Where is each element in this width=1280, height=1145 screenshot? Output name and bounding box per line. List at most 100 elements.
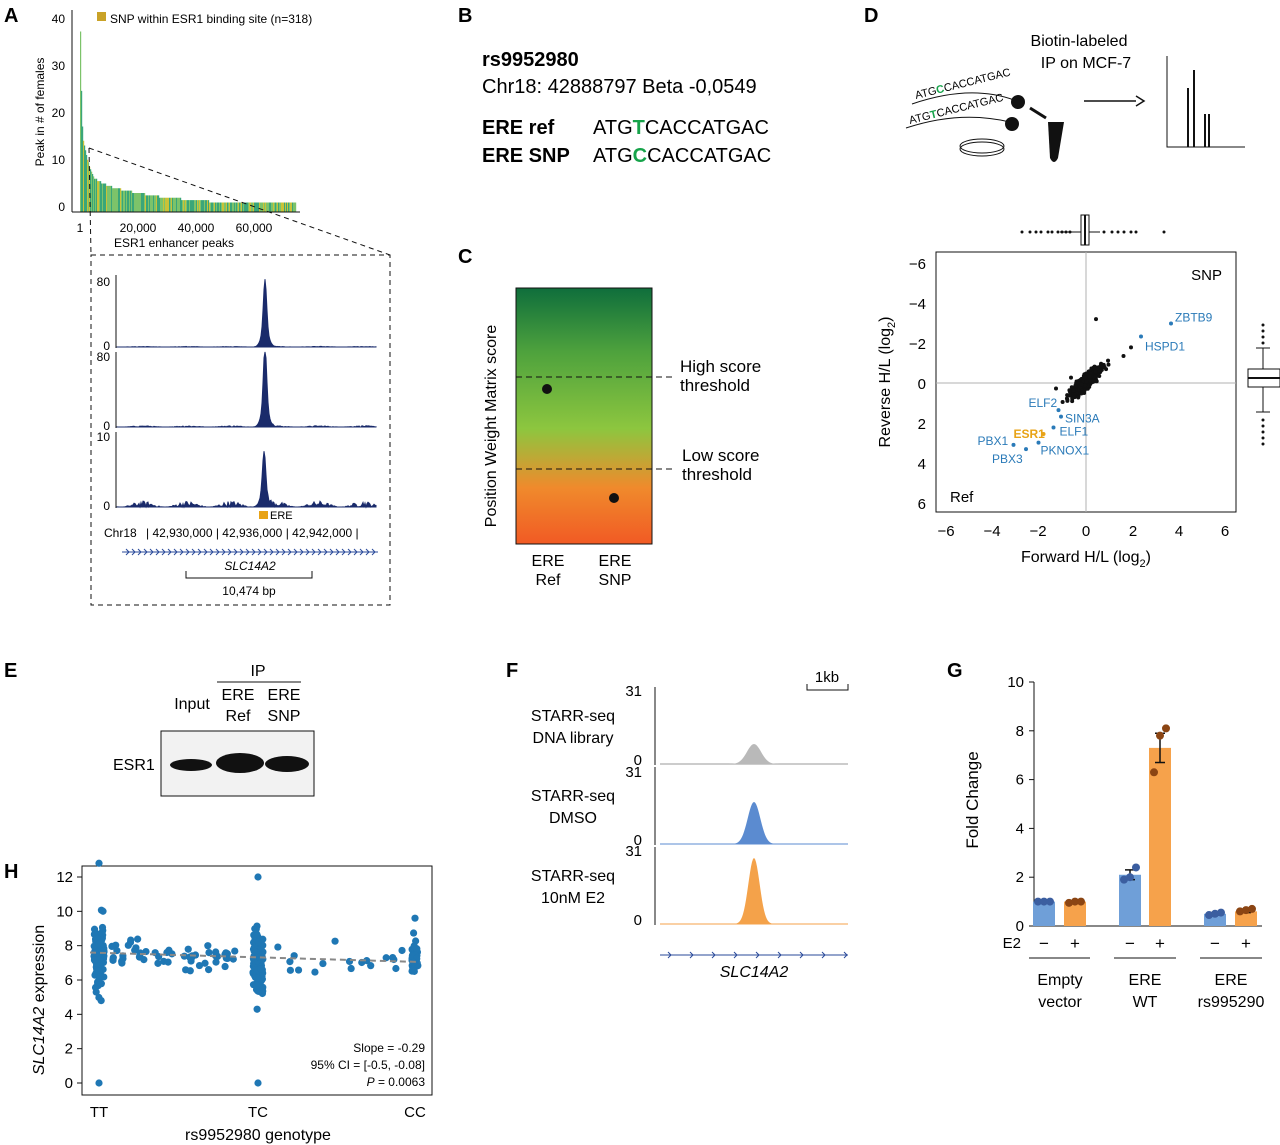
a-peak-bar <box>259 202 261 212</box>
h-point <box>253 922 261 930</box>
d-point <box>1079 382 1084 387</box>
dna-strand-curve <box>911 92 1015 105</box>
h-point <box>95 978 103 986</box>
h-point <box>98 923 107 932</box>
d-outlier <box>1261 323 1265 327</box>
a-peak-bar <box>255 202 257 212</box>
d-named-point <box>1056 408 1061 413</box>
a-peak-bar <box>248 202 250 212</box>
a-peak-bar <box>132 193 134 212</box>
a-peak-bar <box>294 202 296 212</box>
a-peak-bar <box>163 197 165 212</box>
a-peak-bar <box>176 197 178 212</box>
a-peak-bar <box>292 202 294 212</box>
gene-arrow <box>191 548 196 556</box>
a-peak-bar <box>172 197 174 212</box>
a-peak-bar <box>244 202 246 212</box>
panel-d: D Biotin-labeled IP on MCF-7 ATGCCACCATG… <box>864 5 1280 570</box>
g-ytick: 10 <box>1007 674 1024 691</box>
h-point <box>221 962 229 971</box>
g-ylabel: Fold Change <box>963 751 982 848</box>
d-point-label: ZBTB9 <box>1175 311 1213 325</box>
a-peak-bar <box>277 202 279 212</box>
coverage-track-3 <box>116 451 377 509</box>
gene-arrow <box>755 951 760 959</box>
a-xtick: 40,000 <box>178 221 215 235</box>
d-point <box>1083 375 1088 380</box>
g-sign: + <box>1155 934 1165 953</box>
panel-g: G 0 2 4 6 8 10 Fold Change E2 − + − + − + Empty ve… <box>947 660 1264 1011</box>
a-peak-bar <box>179 197 181 212</box>
a-peak-bar <box>268 202 270 212</box>
a-peak-bar <box>112 188 114 212</box>
g-replicate-dot <box>1162 724 1170 733</box>
a-peak-bar <box>136 193 138 212</box>
d-top-boxplot <box>1020 214 1166 246</box>
a-peak-bar <box>250 202 252 212</box>
gene-arrow <box>359 548 364 556</box>
a-peak-bar <box>134 193 136 212</box>
gene-arrow <box>269 548 274 556</box>
h-point <box>132 944 140 952</box>
ip-label: IP <box>250 663 265 680</box>
a-peak-bar <box>167 197 169 212</box>
d-outlier <box>1261 335 1265 339</box>
f-track-label: STARR-seq <box>531 868 615 885</box>
f-track-max: 31 <box>625 843 642 860</box>
d-named-points: ZBTB9 HSPD1 ELF2 SIN3A ESR1 ELF1 PBX1 PBX3 PKNOX… <box>978 311 1213 467</box>
c-xlabel: ERE <box>599 553 632 570</box>
g-treatment-signs: − + − + − + <box>1039 934 1251 953</box>
h-point <box>184 945 192 953</box>
group-label: vector <box>1038 994 1082 1011</box>
h-point <box>124 941 132 949</box>
tube <box>1048 122 1064 162</box>
g-ytick: 4 <box>1016 820 1024 837</box>
h-point <box>90 925 99 933</box>
a-ytick: 40 <box>52 12 66 26</box>
blot-row-label: ESR1 <box>113 757 155 774</box>
d-outlier <box>1116 230 1120 234</box>
f-peak-dna-library <box>660 744 848 764</box>
a-peak-bar <box>282 202 284 212</box>
d-point <box>1076 395 1081 400</box>
bead <box>1005 117 1019 131</box>
scale-label: 1kb <box>815 669 839 686</box>
gene-arrow <box>323 548 328 556</box>
a-peak-bar <box>240 202 242 212</box>
a-peak-bar <box>233 202 235 212</box>
g-replicate-dot <box>1046 897 1054 906</box>
h-point <box>212 958 220 966</box>
d-outlier <box>1034 230 1038 234</box>
d-point <box>1088 371 1093 376</box>
a-peak-bar <box>247 202 249 212</box>
panel-letter-c: C <box>458 246 472 268</box>
a-peak-bar <box>149 195 151 212</box>
d-outlier <box>1134 230 1138 234</box>
a-peak-bar <box>196 200 198 212</box>
h-ytick: 4 <box>65 1006 73 1023</box>
a-peak-bar <box>193 200 195 212</box>
low-threshold-label: Low score <box>682 446 759 465</box>
a-peak-bar <box>191 200 193 212</box>
h-point <box>253 974 261 982</box>
a-peak-bar <box>148 195 150 212</box>
gene-arrow <box>173 548 178 556</box>
d-outlier <box>1261 418 1265 422</box>
f-peak-e2 <box>660 858 848 924</box>
f-gene-arrows <box>667 951 848 959</box>
legend-swatch <box>97 12 106 21</box>
g-replicate-dot <box>1156 731 1164 740</box>
a-peak-bar <box>128 190 130 212</box>
a-peak-bar <box>185 200 187 212</box>
group-label: rs995290 <box>1198 994 1265 1011</box>
panel-a: A SNP within ESR1 binding site (n=318) 4… <box>4 5 391 606</box>
a-peak-bar <box>263 202 265 212</box>
group-label: ERE <box>1215 972 1248 989</box>
a-peak-bar <box>84 145 86 212</box>
a-peak-bar <box>197 200 199 212</box>
d-outlier <box>1261 442 1265 446</box>
a-peak-bar <box>202 200 204 212</box>
coverage-track-2 <box>116 351 377 428</box>
group-label: ERE <box>1129 972 1162 989</box>
gene-arrow <box>221 548 226 556</box>
